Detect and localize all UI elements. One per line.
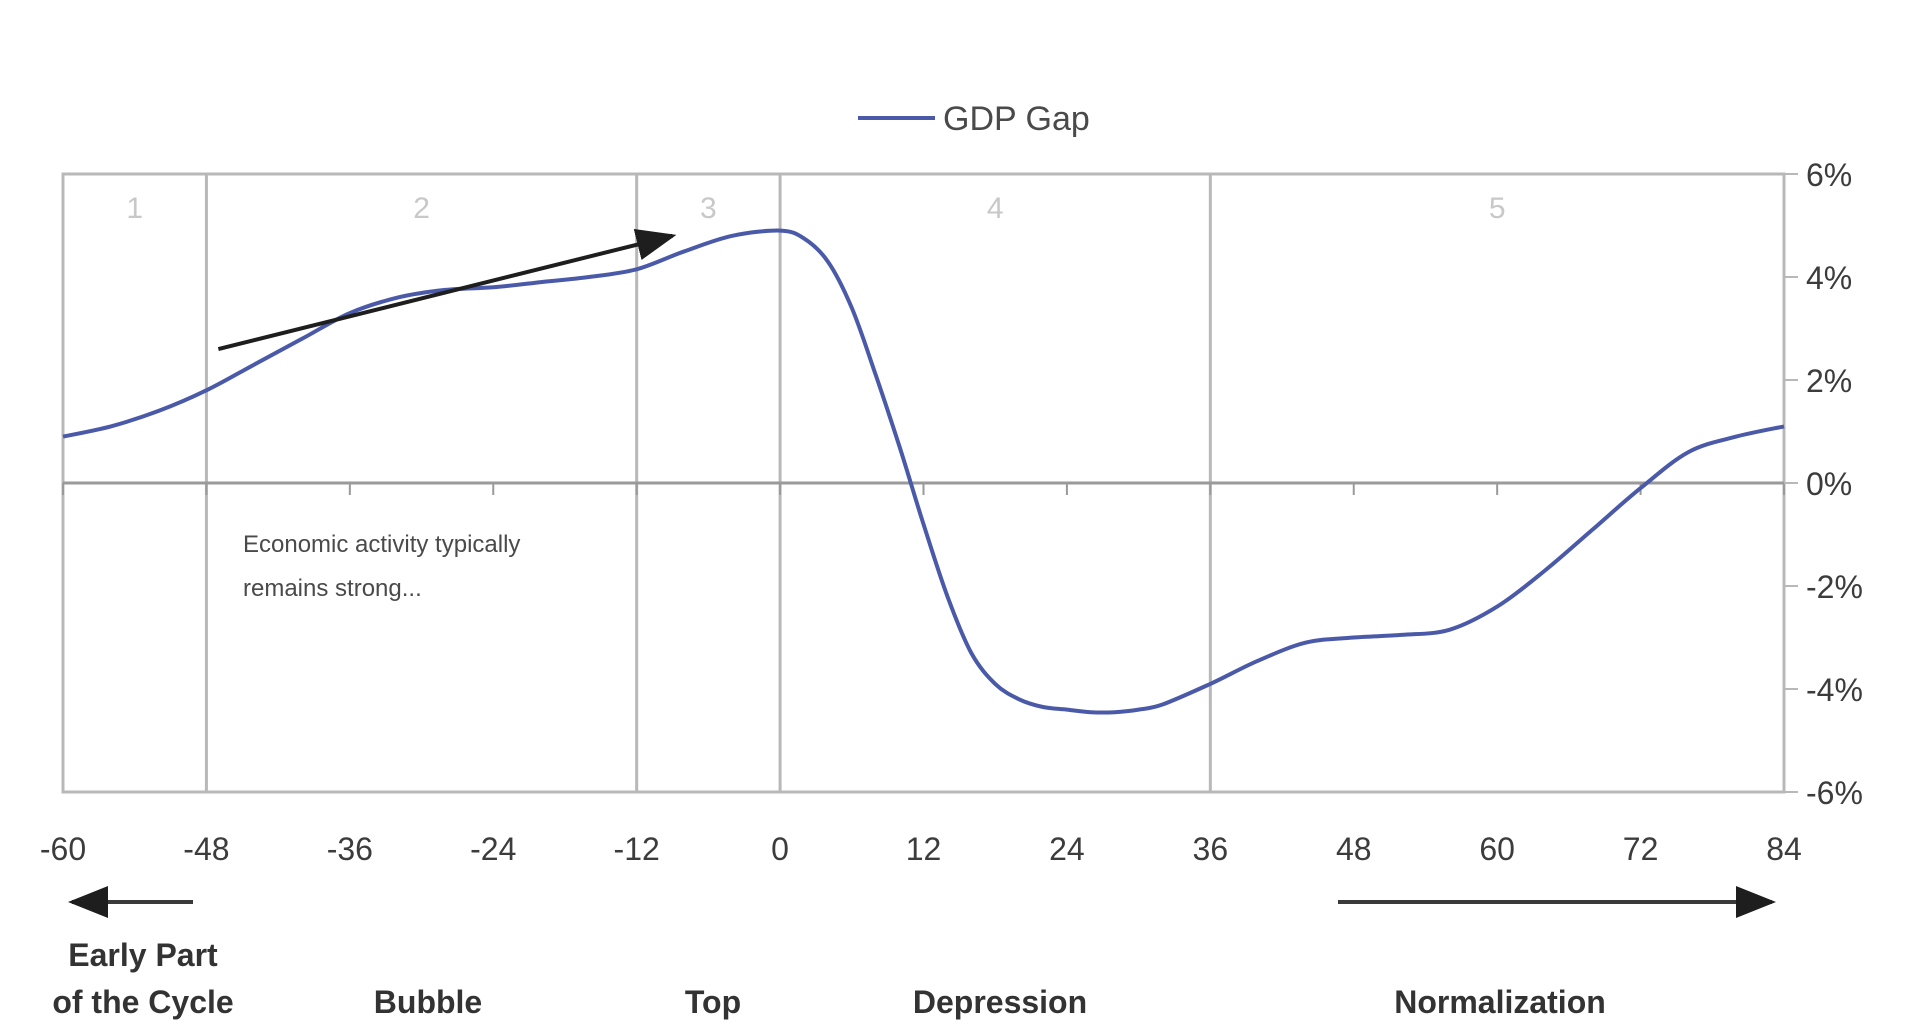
phase-labels: Early Part of the Cycle Bubble Top Depre… bbox=[52, 937, 1605, 1020]
y-tick-label-4: -2% bbox=[1806, 569, 1863, 605]
x-tick-label-8: 36 bbox=[1193, 831, 1229, 867]
x-tick-label-11: 72 bbox=[1623, 831, 1659, 867]
phase-label-depression: Depression bbox=[913, 984, 1087, 1020]
trend-arrows bbox=[217, 228, 677, 352]
y-tick-label-1: 4% bbox=[1806, 260, 1852, 296]
x-axis: -60 -48 -36 -24 -12 0 12 24 36 48 60 72 84 bbox=[40, 831, 1802, 867]
y-tick-label-0: 6% bbox=[1806, 157, 1852, 193]
y-tick-label-3: 0% bbox=[1806, 466, 1852, 502]
phase-numbers: 1 2 3 4 5 bbox=[126, 192, 1505, 225]
x-tick-label-5: 0 bbox=[771, 831, 789, 867]
series-layer bbox=[62, 228, 1785, 715]
phase-label-normalization: Normalization bbox=[1394, 984, 1606, 1020]
series-line-gdp-gap bbox=[62, 228, 1785, 715]
x-tick-label-0: -60 bbox=[40, 831, 86, 867]
x-tick-label-1: -48 bbox=[183, 831, 229, 867]
x-tick-label-12: 84 bbox=[1766, 831, 1802, 867]
y-tick-label-2: 2% bbox=[1806, 363, 1852, 399]
y-tick-label-6: -6% bbox=[1806, 775, 1863, 811]
annotation: Economic activity typically remains stro… bbox=[243, 531, 520, 602]
x-tick-label-7: 24 bbox=[1049, 831, 1085, 867]
legend-label: GDP Gap bbox=[943, 100, 1090, 138]
phase-number-1: 1 bbox=[126, 192, 143, 225]
x-tick-label-10: 60 bbox=[1479, 831, 1515, 867]
x-tick-label-3: -24 bbox=[470, 831, 516, 867]
zero-axis bbox=[62, 481, 1785, 495]
y-axis: 6% 4% 2% 0% -2% -4% -6% bbox=[1784, 157, 1863, 811]
phase-label-top: Top bbox=[685, 984, 741, 1020]
phase-label-bubble: Bubble bbox=[374, 984, 482, 1020]
phase-number-5: 5 bbox=[1489, 192, 1506, 225]
trend-arrow-1 bbox=[217, 228, 677, 352]
phase-number-2: 2 bbox=[413, 192, 430, 225]
x-tick-label-2: -36 bbox=[327, 831, 373, 867]
phase-number-4: 4 bbox=[987, 192, 1004, 225]
x-tick-label-4: -12 bbox=[614, 831, 660, 867]
annotation-line-1: Economic activity typically bbox=[243, 531, 520, 558]
phase-label-early-line-2: of the Cycle bbox=[52, 984, 233, 1020]
x-tick-label-9: 48 bbox=[1336, 831, 1372, 867]
y-tick-label-5: -4% bbox=[1806, 672, 1863, 708]
phase-label-early-line-1: Early Part bbox=[68, 937, 218, 973]
x-tick-label-6: 12 bbox=[906, 831, 942, 867]
phase-number-3: 3 bbox=[700, 192, 717, 225]
legend: GDP Gap bbox=[858, 100, 1090, 138]
annotation-line-2: remains strong... bbox=[243, 575, 422, 602]
